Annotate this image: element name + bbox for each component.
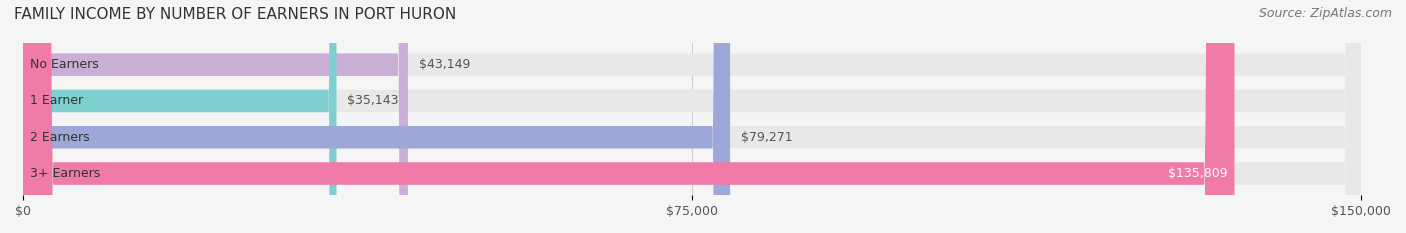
FancyBboxPatch shape [22, 0, 408, 233]
FancyBboxPatch shape [22, 0, 1361, 233]
Text: No Earners: No Earners [30, 58, 98, 71]
FancyBboxPatch shape [22, 0, 1361, 233]
Text: 3+ Earners: 3+ Earners [30, 167, 100, 180]
FancyBboxPatch shape [22, 0, 730, 233]
Text: FAMILY INCOME BY NUMBER OF EARNERS IN PORT HURON: FAMILY INCOME BY NUMBER OF EARNERS IN PO… [14, 7, 457, 22]
Text: $135,809: $135,809 [1168, 167, 1227, 180]
Text: $79,271: $79,271 [741, 131, 793, 144]
FancyBboxPatch shape [22, 0, 1361, 233]
Text: $35,143: $35,143 [347, 95, 399, 107]
Text: Source: ZipAtlas.com: Source: ZipAtlas.com [1258, 7, 1392, 20]
FancyBboxPatch shape [22, 0, 1234, 233]
FancyBboxPatch shape [22, 0, 1361, 233]
Text: 2 Earners: 2 Earners [30, 131, 90, 144]
Text: $43,149: $43,149 [419, 58, 470, 71]
FancyBboxPatch shape [22, 0, 336, 233]
Text: 1 Earner: 1 Earner [30, 95, 83, 107]
